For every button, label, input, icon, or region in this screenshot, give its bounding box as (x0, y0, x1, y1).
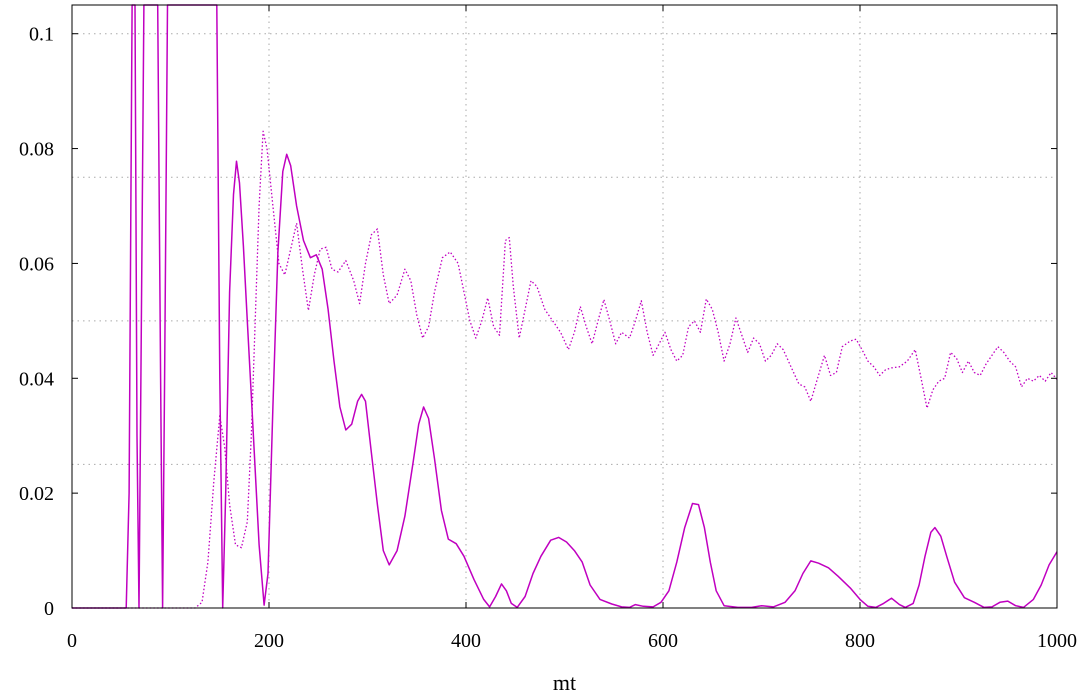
x-tick-label: 400 (451, 630, 481, 652)
y-tick-label: 0.02 (19, 483, 54, 505)
series-solid-line (72, 4, 1058, 609)
x-tick-label: 0 (67, 630, 77, 652)
series-lines (72, 4, 1058, 609)
x-tick-label: 600 (648, 630, 678, 652)
y-tick-label: 0.04 (19, 368, 54, 390)
axis-ticks: 0 200 400 600 800 1000 0 0.02 0.04 0.06 0.08 0.1 (19, 5, 1077, 652)
plot-frame (71, 4, 1058, 609)
y-tick-label: 0.06 (19, 253, 54, 275)
y-tick-label: 0.08 (19, 139, 54, 161)
y-tick-label: 0 (44, 598, 54, 620)
y-tick-label: 0.1 (29, 24, 54, 46)
x-axis-title: mt (553, 670, 576, 695)
grid-lines (72, 5, 1057, 608)
x-tick-label: 1000 (1037, 630, 1077, 652)
series-dotted-line (72, 130, 1058, 609)
x-tick-label: 800 (845, 630, 875, 652)
x-tick-label: 200 (254, 630, 284, 652)
